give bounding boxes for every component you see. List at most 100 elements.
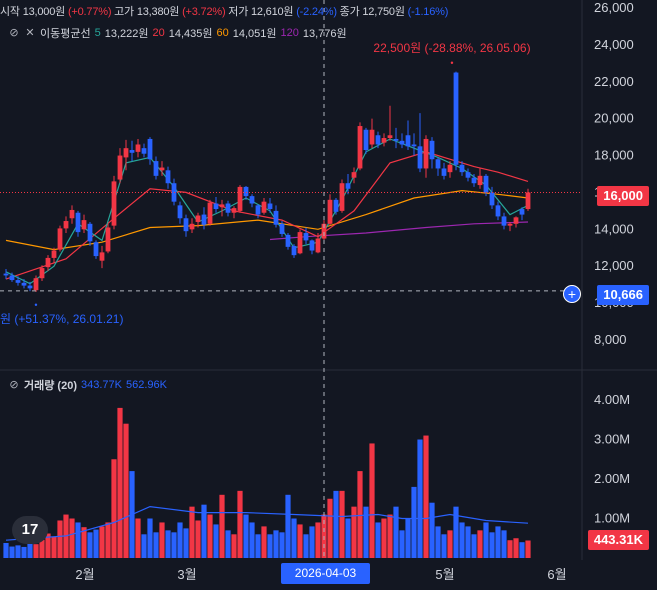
price-tick-label: 12,000 <box>594 258 634 273</box>
volume-bar <box>489 532 495 558</box>
tradingview-logo-icon[interactable]: 17 <box>12 516 48 544</box>
min-price-annotation: 원 (+51.37%, 26.01.21) <box>0 312 123 326</box>
low-change: (-2.24%) <box>296 6 337 18</box>
candle-body <box>93 242 99 257</box>
ma60-period: 60 <box>216 27 229 39</box>
volume-bar <box>387 514 393 558</box>
visibility-toggle-icon[interactable]: ⊘ <box>9 27 19 39</box>
min-marker: • <box>34 300 37 310</box>
candle-body <box>99 252 105 261</box>
time-tick-label: 5월 <box>435 567 454 582</box>
candle-body <box>273 210 279 225</box>
candle-body <box>375 135 381 145</box>
candle-body <box>87 223 93 242</box>
candle-body <box>243 186 249 197</box>
ma20-period: 20 <box>152 27 165 39</box>
volume-legend-title: 거래량 (20) <box>24 380 77 392</box>
candle-body <box>423 138 429 169</box>
volume-bar <box>93 529 99 558</box>
volume-tick-label: 1.00M <box>594 511 630 526</box>
price-tick-label: 22,000 <box>594 74 634 89</box>
volume-bar <box>195 520 201 558</box>
volume-bar <box>405 518 411 558</box>
ma5-line <box>5 138 529 285</box>
volume-bar <box>495 526 501 558</box>
ma-legend-title: 이동평균선 <box>40 28 91 40</box>
candle-body <box>177 205 183 219</box>
volume-bar <box>69 518 75 558</box>
volume-bar <box>15 545 21 558</box>
volume-bar <box>201 504 207 558</box>
candle-body <box>345 183 351 189</box>
volume-bar <box>519 542 525 558</box>
volume-ma-line <box>5 505 529 541</box>
max-marker: • <box>450 58 453 68</box>
volume-bar <box>147 518 153 558</box>
volume-bar <box>447 530 453 558</box>
candle-body <box>351 172 357 178</box>
candle-body <box>285 234 291 247</box>
candle-body <box>321 223 327 239</box>
volume-bar <box>273 530 279 558</box>
volume-bar <box>417 439 423 558</box>
candle-body <box>459 164 465 173</box>
add-alert-icon[interactable]: + <box>563 285 581 303</box>
volume-bar <box>315 522 321 558</box>
volume-bar <box>501 530 507 558</box>
volume-bar <box>153 532 159 558</box>
overlay-lines: 22,500원 (-28.88%, 26.05.06) • 원 (+51.37%, … <box>0 0 582 560</box>
volume-legend: ⊘ 거래량 (20) 343.77K 562.96K <box>8 377 167 393</box>
candle-body <box>411 144 417 147</box>
time-tick-label: 3월 <box>177 567 196 582</box>
volume-bar <box>39 539 45 558</box>
candle-body <box>21 282 27 286</box>
candle-body <box>309 240 315 251</box>
volume-bar <box>297 524 303 558</box>
candle-body <box>249 196 255 204</box>
volume-bar <box>513 538 519 558</box>
open-label: 시작 <box>0 6 20 18</box>
volume-bar <box>381 518 387 558</box>
candle-body <box>447 164 453 173</box>
candle-body <box>195 215 201 222</box>
volume-bar <box>213 524 219 558</box>
volume-bar <box>177 522 183 558</box>
volume-bar <box>99 526 105 558</box>
ohlc-legend: 시작 13,000원 (+0.77%) 고가 13,380원 (+3.72%) … <box>0 3 448 19</box>
candle-body <box>501 216 507 226</box>
candle-body <box>3 273 9 276</box>
close-icon[interactable]: ✕ <box>25 27 35 39</box>
volume-bar <box>9 546 15 558</box>
candle-body <box>519 209 525 215</box>
price-tick-label: 8,000 <box>594 332 627 347</box>
price-tick-label: 26,000 <box>594 0 634 15</box>
visibility-toggle-icon[interactable]: ⊘ <box>9 379 19 391</box>
candle-body <box>159 167 165 171</box>
ma-legend: ⊘ ✕ 이동평균선 5 13,222원 20 14,435원 60 14,051… <box>8 25 346 41</box>
candle-body <box>363 129 369 151</box>
ma5-period: 5 <box>94 27 101 39</box>
candle-body <box>357 126 363 169</box>
volume-bar <box>279 532 285 558</box>
volume-bar <box>237 490 243 558</box>
volume-bar <box>33 544 39 558</box>
ma20-line <box>5 151 529 280</box>
candle-body <box>489 192 495 206</box>
candle-body <box>189 223 195 230</box>
volume-bar <box>117 407 123 558</box>
ma60-value: 14,051원 <box>232 28 277 40</box>
close-value: 12,750원 <box>362 6 405 18</box>
volume-bar <box>309 526 315 558</box>
volume-bar <box>459 522 465 558</box>
candle-body <box>333 199 339 212</box>
volume-bar <box>285 494 291 558</box>
candle-body <box>453 72 459 165</box>
close-label: 종가 <box>339 6 360 18</box>
candle-body <box>213 203 219 210</box>
candle-body <box>387 135 393 139</box>
candle-body <box>45 257 51 268</box>
volume-bar <box>303 534 309 558</box>
candle-body <box>393 138 399 141</box>
current-price-badge: 16,000 <box>597 186 649 206</box>
candle-body <box>507 223 513 226</box>
